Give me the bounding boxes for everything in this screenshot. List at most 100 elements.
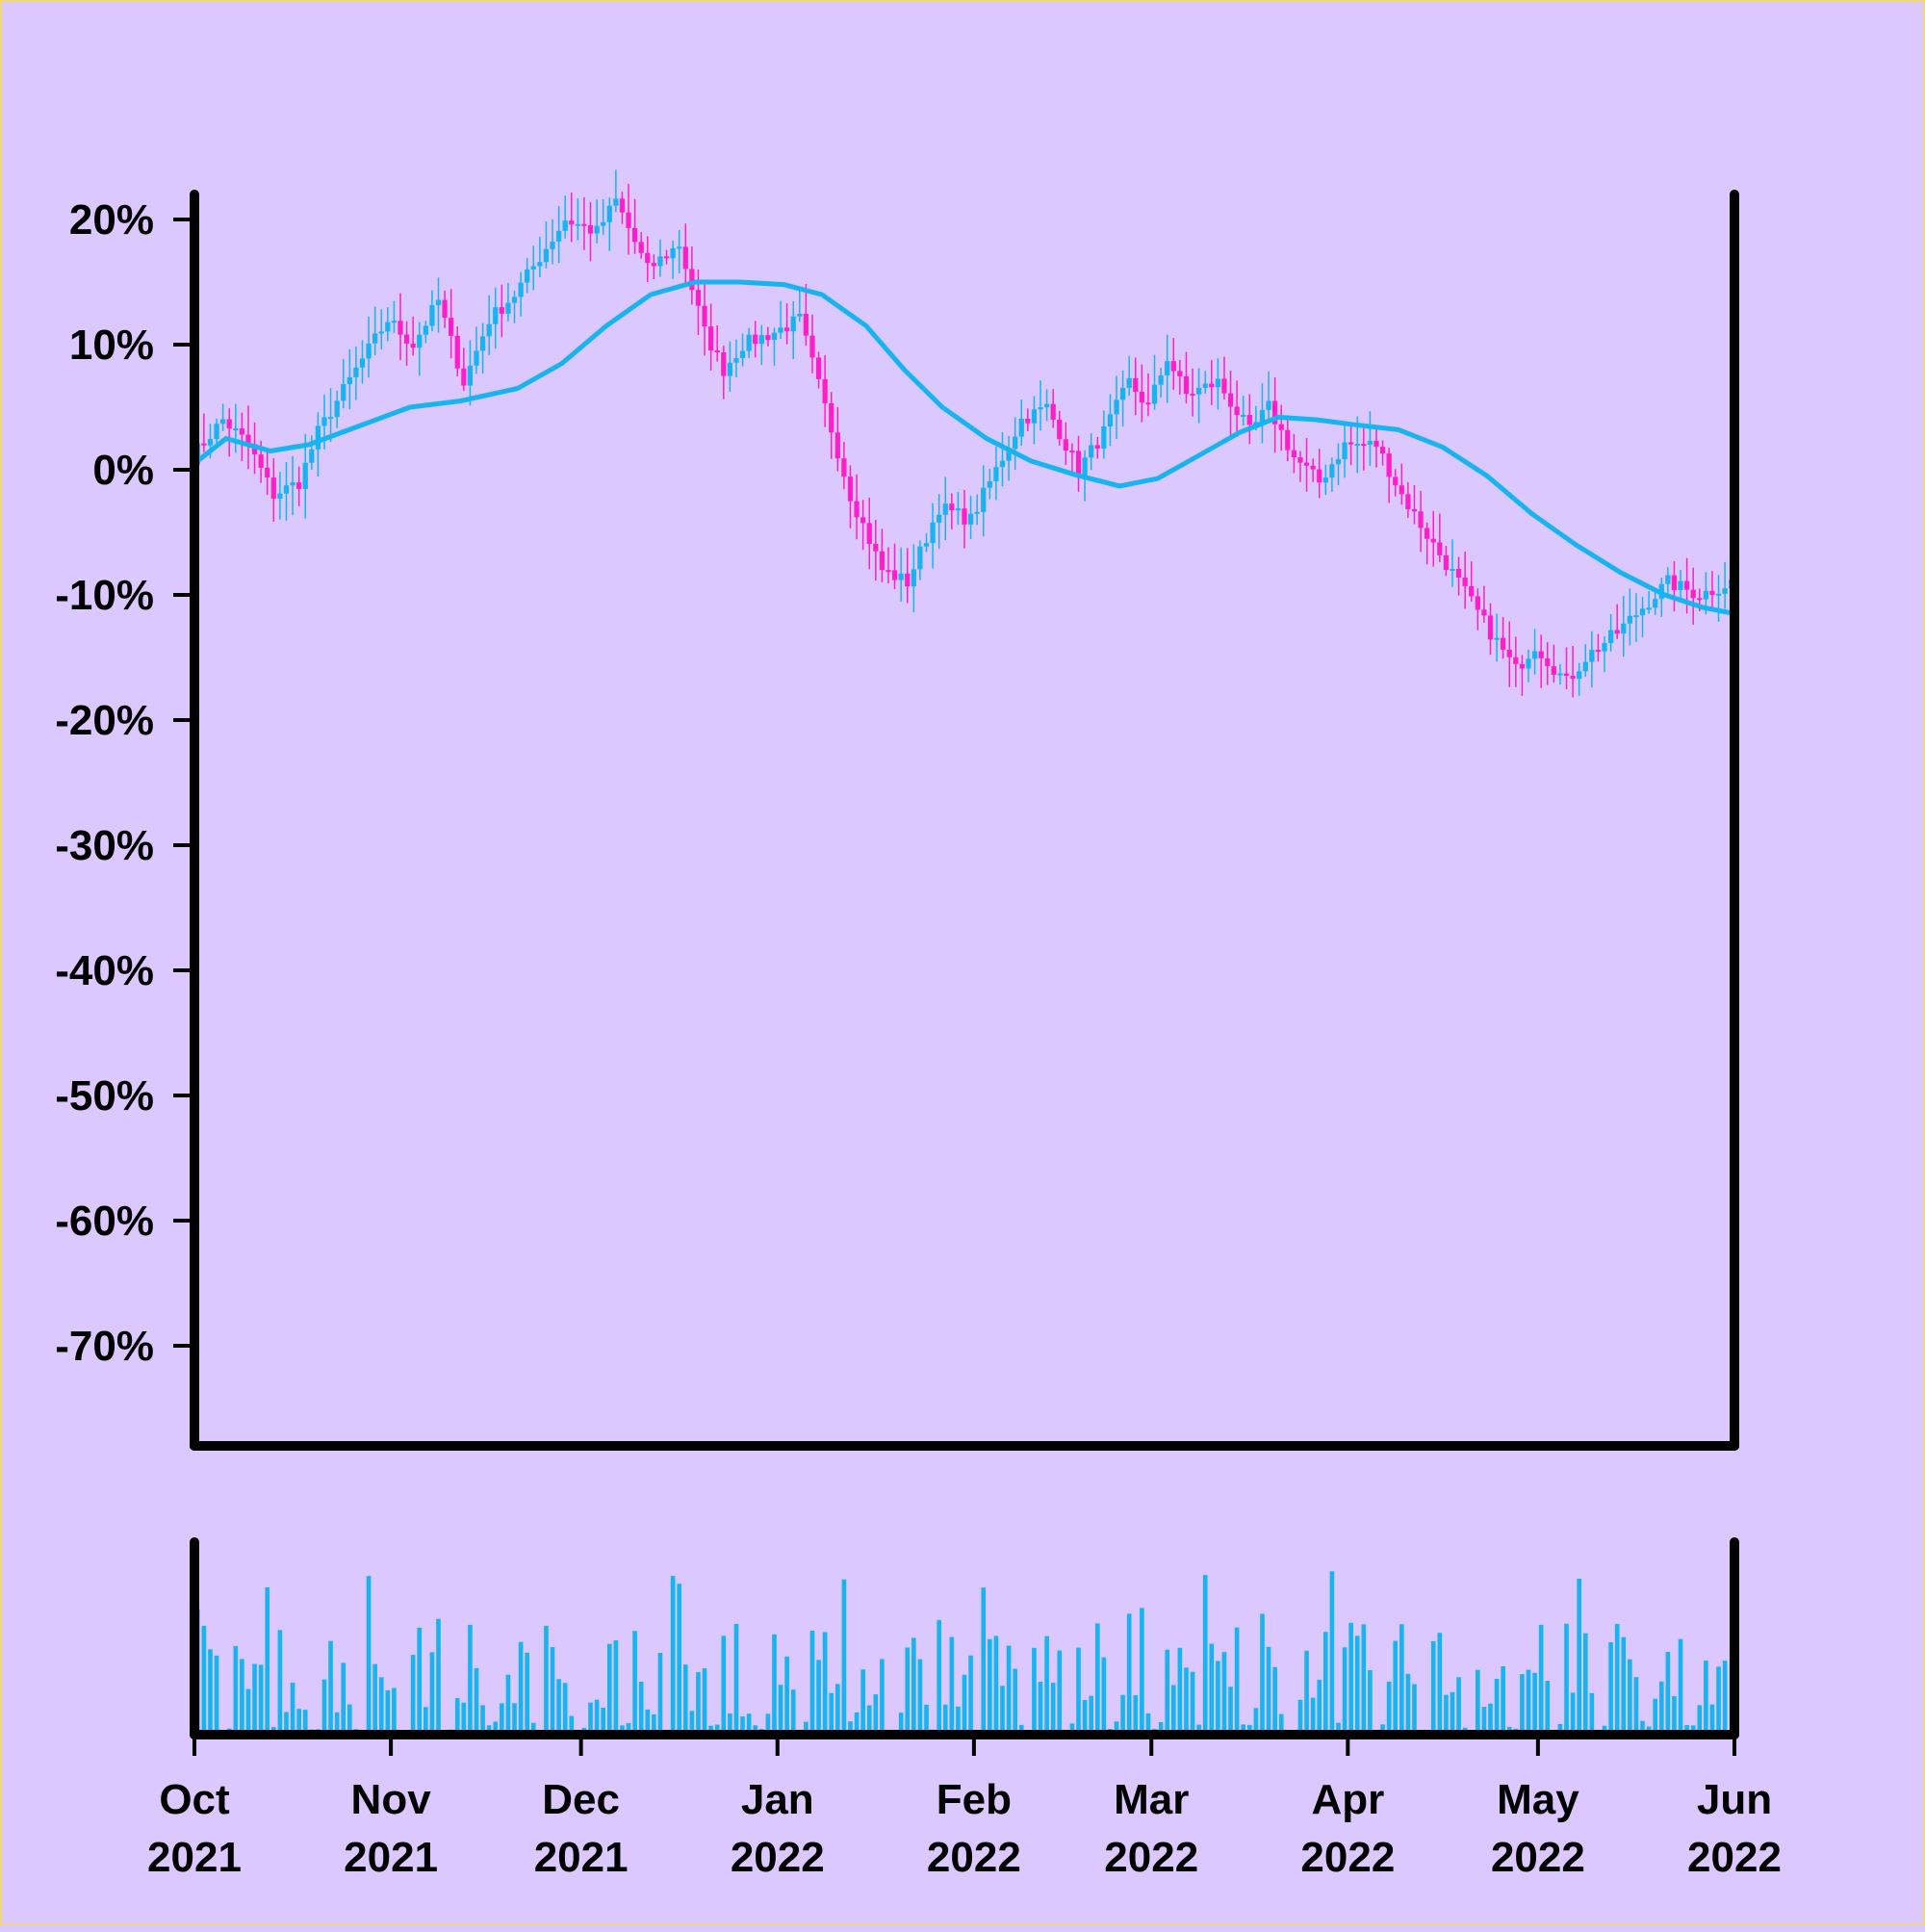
- volume-bar: [658, 1653, 663, 1735]
- candle-body: [1196, 388, 1201, 395]
- candle-body: [1704, 591, 1708, 600]
- volume-bar: [1298, 1700, 1303, 1735]
- candle-body: [1507, 650, 1512, 657]
- volume-bar: [632, 1631, 637, 1735]
- candle-body: [1241, 415, 1245, 417]
- candle-body: [1120, 388, 1125, 399]
- volume-bar: [386, 1690, 391, 1735]
- candle-body: [341, 384, 346, 400]
- candle-body: [797, 314, 802, 317]
- candle-body: [1069, 451, 1074, 452]
- candle-body: [1184, 376, 1189, 394]
- candle-body: [664, 256, 669, 258]
- candle-body: [296, 482, 301, 489]
- volume-panel: [194, 1542, 1734, 1735]
- candle-body: [1171, 361, 1176, 371]
- x-tick-year-label: 2022: [731, 1834, 825, 1881]
- candle-body: [816, 357, 821, 378]
- volume-bar: [1615, 1624, 1620, 1735]
- candle-body: [1412, 509, 1417, 511]
- volume-bar: [1343, 1647, 1348, 1735]
- volume-bar: [810, 1631, 815, 1735]
- candle-body: [1557, 674, 1562, 676]
- candle-body: [1000, 461, 1005, 468]
- candle-body: [461, 369, 466, 386]
- candle-body: [1032, 409, 1037, 423]
- volume-bar: [1228, 1687, 1233, 1735]
- x-tick-label: Jan: [741, 1776, 814, 1823]
- candle-body: [487, 324, 492, 337]
- candle-body: [753, 335, 757, 345]
- volume-bar: [1127, 1613, 1132, 1735]
- y-tick-label: -60%: [55, 1198, 154, 1245]
- volume-bar: [1235, 1628, 1240, 1735]
- candle-body: [1450, 569, 1454, 571]
- candle-body: [639, 242, 644, 252]
- volume-bar: [1444, 1695, 1449, 1735]
- candle-body: [442, 300, 447, 318]
- volume-bar: [1057, 1651, 1062, 1735]
- y-tick-label: 10%: [69, 322, 154, 369]
- candle-body: [1165, 361, 1169, 375]
- candle-body: [531, 267, 536, 270]
- volume-bar: [291, 1683, 295, 1735]
- x-tick-label: Apr: [1311, 1776, 1384, 1823]
- volume-bar: [1634, 1677, 1639, 1735]
- candle-body: [1114, 399, 1118, 414]
- candle-body: [372, 333, 377, 343]
- candle-body: [657, 256, 662, 266]
- volume-bar: [506, 1675, 511, 1735]
- candle-body: [220, 419, 225, 424]
- candle-body: [1025, 419, 1030, 424]
- y-tick-label: -30%: [55, 822, 154, 869]
- volume-bar: [918, 1660, 923, 1735]
- candle-body: [733, 358, 738, 363]
- candle-body: [1589, 650, 1594, 662]
- candle-body: [1722, 588, 1727, 594]
- volume-bar: [1590, 1693, 1595, 1735]
- x-tick-year-label: 2022: [1300, 1834, 1395, 1881]
- candle-body: [1127, 378, 1132, 388]
- volume-bar: [367, 1576, 372, 1735]
- candle-body: [962, 508, 966, 525]
- volume-bar: [1520, 1674, 1525, 1735]
- candle-body: [930, 523, 935, 543]
- volume-bar: [772, 1635, 777, 1735]
- volume-bar: [1438, 1633, 1443, 1735]
- candle-body: [1380, 447, 1385, 453]
- candle-body: [201, 444, 206, 446]
- x-tick-year-label: 2021: [147, 1834, 242, 1881]
- candle-body: [449, 318, 453, 336]
- volume-bar: [1222, 1652, 1227, 1735]
- volume-bar: [1545, 1681, 1550, 1735]
- volume-bar: [1216, 1661, 1220, 1735]
- volume-bar: [1044, 1636, 1049, 1735]
- volume-bar: [556, 1679, 561, 1735]
- candle-body: [1304, 463, 1309, 466]
- candle-body: [556, 231, 561, 242]
- volume-bar: [1191, 1672, 1195, 1735]
- volume-bar: [1178, 1648, 1183, 1735]
- candle-body: [981, 488, 986, 512]
- candle-body: [1101, 426, 1106, 449]
- volume-bar: [252, 1664, 257, 1735]
- y-tick-label: -70%: [55, 1323, 154, 1370]
- volume-bar: [1406, 1674, 1411, 1735]
- candle-body: [607, 206, 612, 222]
- candle-body: [740, 351, 745, 358]
- volume-bar: [246, 1689, 251, 1735]
- volume-bar: [1539, 1625, 1544, 1735]
- volume-bar: [1608, 1642, 1613, 1735]
- volume-bar: [240, 1659, 244, 1735]
- candle-body: [993, 467, 998, 481]
- candle-body: [398, 321, 402, 334]
- volume-bar: [1133, 1695, 1138, 1735]
- candle-body: [321, 417, 326, 425]
- candle-body: [689, 269, 694, 290]
- candle-body: [233, 428, 238, 430]
- volume-bar: [779, 1685, 783, 1735]
- volume-bar: [1203, 1575, 1208, 1735]
- volume-bar: [671, 1576, 676, 1735]
- candle-body: [1355, 444, 1360, 446]
